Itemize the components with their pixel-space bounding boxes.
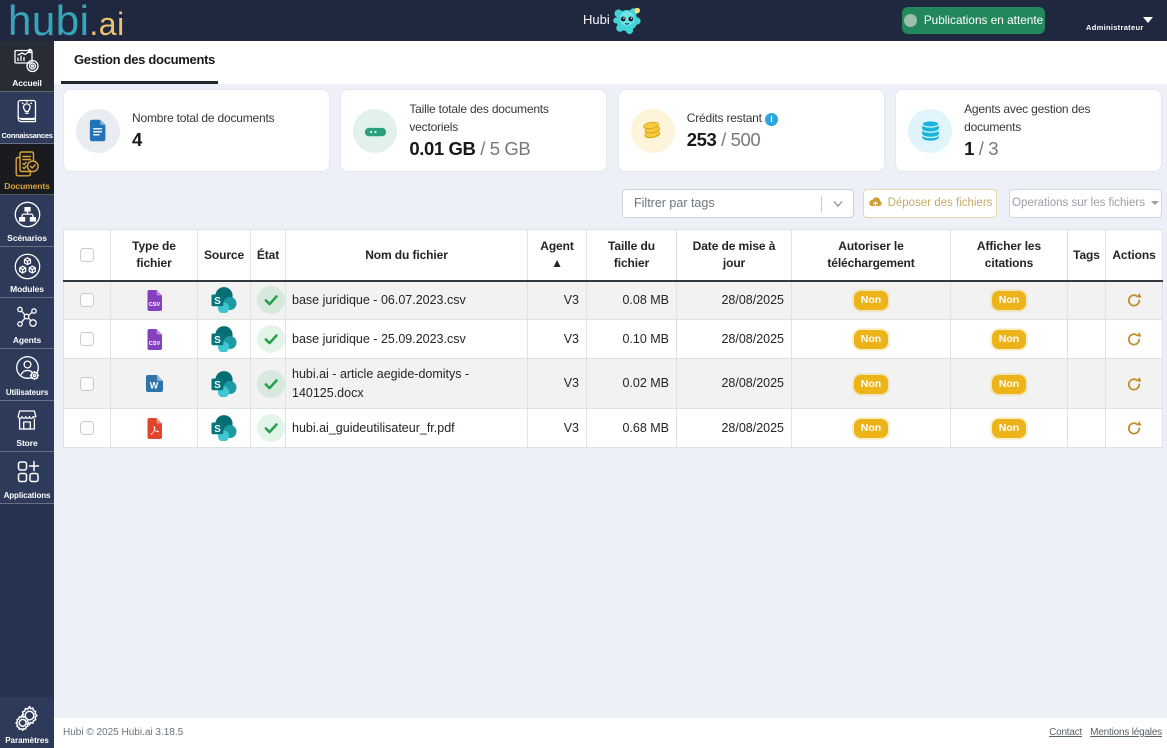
svg-text:CSV: CSV [148, 341, 160, 347]
svg-text:S: S [214, 380, 221, 391]
svg-text:S: S [214, 335, 221, 346]
svg-text:S: S [214, 424, 221, 435]
svg-text:S: S [214, 296, 221, 307]
svg-text:CSV: CSV [148, 302, 160, 308]
svg-text:W: W [149, 381, 158, 391]
